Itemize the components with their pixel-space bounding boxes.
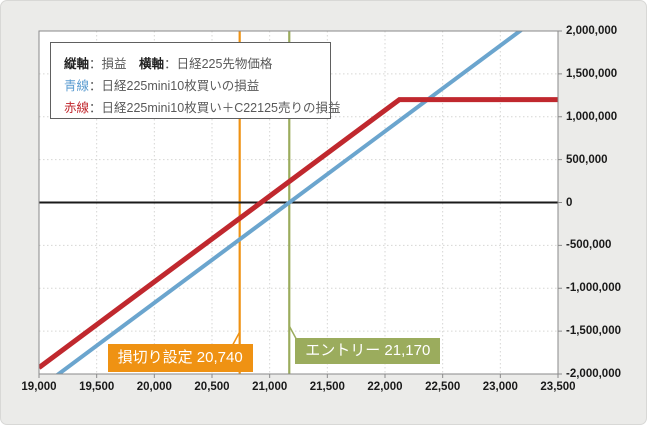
x-tick-label: 23,000 [482,381,518,393]
x-tick-label: 20,500 [194,381,230,393]
y-tick-label: -500,000 [566,239,612,252]
y-tick-label: -2,000,000 [566,368,621,380]
legend-text-segment: ：損益 [89,57,127,71]
legend-text-segment: ：日経225先物価格 [164,57,273,71]
x-tick-label: 22,000 [367,381,403,393]
legend-text-segment: ：日経225mini10枚買いの損益 [89,79,260,93]
red-pl-line [39,97,558,370]
legend: 縦軸：損益 横軸：日経225先物価格 青線：日経225mini10枚買いの損益 … [50,42,340,119]
stop-loss-connector [232,331,241,346]
x-tick-label: 21,500 [309,381,345,393]
x-tick-label: 22,500 [425,381,461,393]
legend-row-blue-line: 青線：日経225mini10枚買いの損益 [64,75,330,97]
y-tick-label: 2,000,000 [566,25,618,37]
entry-connector [288,325,297,340]
x-tick-label: 19,000 [21,381,57,393]
y-tick-label: -1,500,000 [566,325,621,338]
legend-row-axes: 縦軸：損益 横軸：日経225先物価格 [64,53,330,75]
stop-loss-annotation: 損切り設定 20,740 [107,344,253,372]
legend-text-segment: ：日経225mini10枚買い＋C22125売りの損益 [89,101,341,115]
y-tick-label: 1,500,000 [566,67,618,80]
x-tick-label: 23,500 [540,381,576,393]
x-tick-label: 20,000 [136,381,172,393]
legend-text-segment: 赤線 [64,101,90,115]
blue-pl-line [55,31,524,374]
y-tick-label: -1,000,000 [566,282,621,295]
x-tick-label: 19,500 [79,381,115,393]
legend-text-segment [127,57,140,71]
legend-row-red-line: 赤線：日経225mini10枚買い＋C22125売りの損益 [64,97,340,119]
legend-text-segment: 縦軸 [64,57,90,71]
y-tick-label: 0 [566,196,573,209]
entry-annotation: エントリー 21,170 [295,338,441,364]
x-tick-label: 21,000 [252,381,288,393]
y-tick-label: 1,000,000 [566,110,618,123]
legend-text-segment: 青線 [64,79,90,93]
y-tick-label: 500,000 [566,153,608,166]
legend-text-segment: 横軸 [139,57,165,71]
